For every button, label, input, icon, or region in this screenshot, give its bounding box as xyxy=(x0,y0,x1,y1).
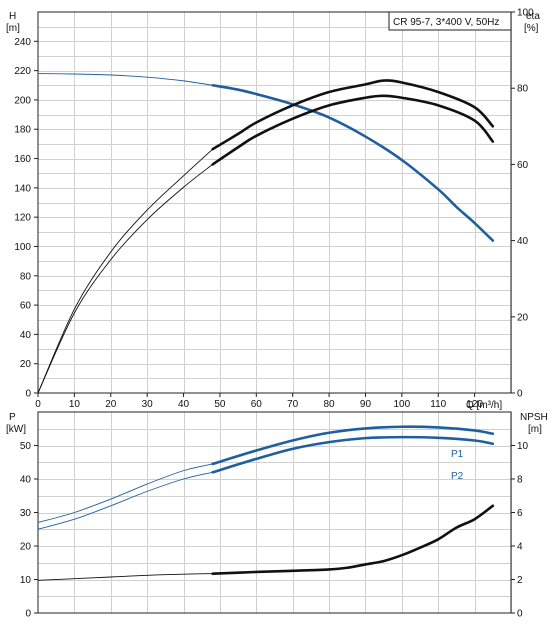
p1-curve-thin xyxy=(37,463,213,523)
lower-right-axis-label-line2: [m] xyxy=(528,424,542,435)
upper-right-tick-label: 80 xyxy=(517,84,529,95)
upper-left-tick-label: 20 xyxy=(20,359,32,370)
upper-left-tick-label: 160 xyxy=(14,154,31,165)
lower-curves xyxy=(37,425,495,581)
upper-curves xyxy=(37,73,495,394)
upper-right-axis-label-line1: eta xyxy=(526,11,540,22)
x-tick-label: 30 xyxy=(142,399,154,410)
upper-left-tick-label: 120 xyxy=(14,213,31,224)
upper-left-tick-label: 180 xyxy=(14,125,31,136)
head-curve xyxy=(211,83,495,242)
upper-left-tick-label: 80 xyxy=(20,271,32,282)
upper-left-tick-label: 60 xyxy=(20,301,32,312)
upper-right-tick-label: 60 xyxy=(517,160,529,171)
lower-right-tick-label: 4 xyxy=(517,542,523,553)
lower-grid xyxy=(38,412,512,613)
upper-right-tick-label: 0 xyxy=(517,389,523,400)
lower-right-tick-label: 10 xyxy=(517,441,529,452)
chart-title: CR 95-7, 3*400 V, 50Hz xyxy=(393,17,499,28)
eta1-curve-thin xyxy=(37,148,213,394)
x-tick-label: 60 xyxy=(251,399,263,410)
p2-curve-thin xyxy=(37,471,213,530)
upper-right-tick-label: 20 xyxy=(517,312,529,323)
p1-curve xyxy=(211,425,495,466)
chart-title-box xyxy=(388,11,512,31)
upper-right-axis-label-line2: [%] xyxy=(524,23,539,34)
x-tick-label: 40 xyxy=(178,399,190,410)
x-tick-label: 90 xyxy=(360,399,372,410)
p2-series-label: P2 xyxy=(451,471,464,482)
upper-right-tick-label: 40 xyxy=(517,236,529,247)
lower-left-tick-label: 40 xyxy=(20,475,32,486)
x-tick-label: 120 xyxy=(466,399,483,410)
upper-left-tick-label: 140 xyxy=(14,183,31,194)
tick-labels: 0 10 20 30 40 50 60 70 80 90 100 110 120020406080100… xyxy=(14,8,534,620)
p1-series-label: P1 xyxy=(451,449,464,460)
lower-left-axis-label-line1: P xyxy=(9,412,16,423)
eta2-curve-thin xyxy=(37,164,213,394)
x-tick-label: 0 xyxy=(35,399,41,410)
upper-grid xyxy=(38,12,512,393)
x-tick-label: 100 xyxy=(394,399,411,410)
x-tick-label: 80 xyxy=(324,399,336,410)
lower-left-tick-label: 20 xyxy=(20,542,32,553)
x-tick-label: 10 xyxy=(69,399,81,410)
lower-right-tick-label: 8 xyxy=(517,475,523,486)
upper-left-tick-label: 100 xyxy=(14,242,31,253)
x-axis-label: Q [m³/h] xyxy=(466,400,502,411)
upper-left-tick-label: 0 xyxy=(25,389,31,400)
lower-left-tick-label: 10 xyxy=(20,575,32,586)
upper-left-tick-label: 40 xyxy=(20,330,32,341)
upper-left-tick-label: 200 xyxy=(14,95,31,106)
upper-left-axis-label-line1: H xyxy=(9,11,16,22)
upper-left-tick-label: 220 xyxy=(14,66,31,77)
eta2-curve xyxy=(211,94,495,166)
upper-left-tick-label: 240 xyxy=(14,37,31,48)
head-curve-thin xyxy=(37,73,213,86)
upper-plot-frame xyxy=(37,11,512,394)
lower-left-tick-label: 50 xyxy=(20,441,32,452)
p2-curve xyxy=(211,435,495,474)
x-tick-label: 50 xyxy=(214,399,226,410)
lower-right-tick-label: 2 xyxy=(517,575,523,586)
lower-right-tick-label: 6 xyxy=(517,508,523,519)
npsh-curve-thin xyxy=(37,573,213,581)
upper-right-tick-label: 100 xyxy=(517,8,534,19)
eta1-curve xyxy=(211,79,495,151)
npsh-curve xyxy=(211,504,495,575)
lower-plot-frame xyxy=(37,411,512,614)
x-tick-label: 110 xyxy=(430,399,446,410)
lower-left-axis-label-line2: [kW] xyxy=(6,424,26,435)
x-tick-label: 20 xyxy=(105,399,117,410)
lower-left-tick-label: 0 xyxy=(25,609,31,620)
lower-right-axis-label-line1: NPSH xyxy=(520,412,548,423)
x-tick-label: 70 xyxy=(287,399,299,410)
lower-right-tick-label: 0 xyxy=(517,609,523,620)
lower-left-tick-label: 30 xyxy=(20,508,32,519)
upper-left-axis-label-line2: [m] xyxy=(6,23,20,34)
